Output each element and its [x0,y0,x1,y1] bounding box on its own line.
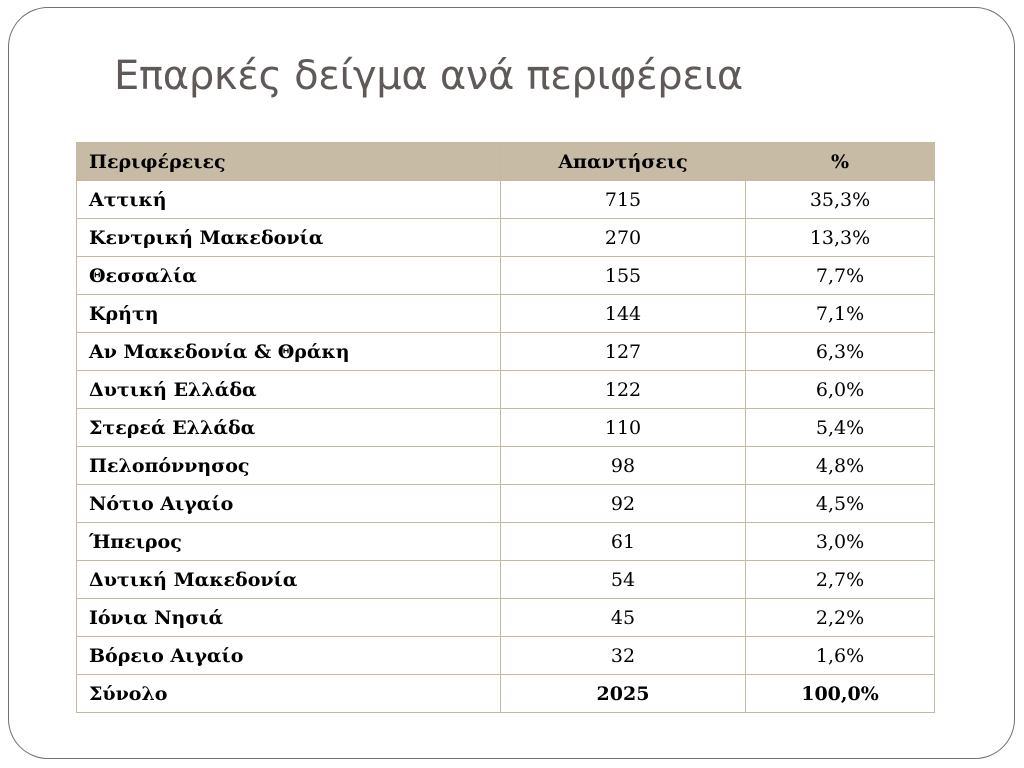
table-row: Θεσσαλία 155 7,7% [76,256,935,295]
percent-cell: 4,5% [745,484,935,523]
table-row: Δυτική Μακεδονία 54 2,7% [76,560,935,599]
table-row: Πελοπόννησος 98 4,8% [76,446,935,485]
percent-cell: 13,3% [745,218,935,257]
header-percent: % [745,142,935,181]
responses-cell: 127 [500,332,746,371]
region-cell: Κρήτη [76,294,501,333]
table-body: Αττική 715 35,3% Κεντρική Μακεδονία 270 13,3%… [76,180,935,675]
percent-cell: 6,3% [745,332,935,371]
percent-cell: 5,4% [745,408,935,447]
region-cell: Αν Μακεδονία & Θράκη [76,332,501,371]
percent-cell: 6,0% [745,370,935,409]
region-cell: Ήπειρος [76,522,501,561]
table-row: Ιόνια Νησιά 45 2,2% [76,598,935,637]
region-cell: Πελοπόννησος [76,446,501,485]
region-cell: Αττική [76,180,501,219]
slide-frame [8,7,1015,759]
total-label: Σύνολο [76,674,501,713]
table-row: Δυτική Ελλάδα 122 6,0% [76,370,935,409]
header-regions: Περιφέρειες [76,142,501,181]
responses-cell: 144 [500,294,746,333]
responses-cell: 45 [500,598,746,637]
responses-cell: 110 [500,408,746,447]
region-cell: Κεντρική Μακεδονία [76,218,501,257]
slide-title: Επαρκές δείγμα ανά περιφέρεια [114,53,743,99]
regions-table: Περιφέρειες Απαντήσεις % Αττική 715 35,3% Κ… [76,142,935,713]
responses-cell: 155 [500,256,746,295]
percent-cell: 2,7% [745,560,935,599]
region-cell: Ιόνια Νησιά [76,598,501,637]
responses-cell: 270 [500,218,746,257]
region-cell: Θεσσαλία [76,256,501,295]
table-total-row: Σύνολο 2025 100,0% [76,674,935,713]
percent-cell: 7,1% [745,294,935,333]
table-row: Κρήτη 144 7,1% [76,294,935,333]
responses-cell: 32 [500,636,746,675]
table-row: Ήπειρος 61 3,0% [76,522,935,561]
table-row: Αν Μακεδονία & Θράκη 127 6,3% [76,332,935,371]
responses-cell: 54 [500,560,746,599]
region-cell: Δυτική Μακεδονία [76,560,501,599]
responses-cell: 61 [500,522,746,561]
table-row: Κεντρική Μακεδονία 270 13,3% [76,218,935,257]
region-cell: Βόρειο Αιγαίο [76,636,501,675]
percent-cell: 1,6% [745,636,935,675]
responses-cell: 122 [500,370,746,409]
table-row: Νότιο Αιγαίο 92 4,5% [76,484,935,523]
region-cell: Στερεά Ελλάδα [76,408,501,447]
region-cell: Δυτική Ελλάδα [76,370,501,409]
table-row: Βόρειο Αιγαίο 32 1,6% [76,636,935,675]
responses-cell: 715 [500,180,746,219]
region-cell: Νότιο Αιγαίο [76,484,501,523]
table-header-row: Περιφέρειες Απαντήσεις % [76,142,935,181]
header-responses: Απαντήσεις [500,142,746,181]
table-row: Αττική 715 35,3% [76,180,935,219]
responses-cell: 98 [500,446,746,485]
percent-cell: 35,3% [745,180,935,219]
percent-cell: 4,8% [745,446,935,485]
percent-cell: 2,2% [745,598,935,637]
total-responses: 2025 [500,674,746,713]
percent-cell: 3,0% [745,522,935,561]
table-row: Στερεά Ελλάδα 110 5,4% [76,408,935,447]
responses-cell: 92 [500,484,746,523]
percent-cell: 7,7% [745,256,935,295]
total-percent: 100,0% [745,674,935,713]
